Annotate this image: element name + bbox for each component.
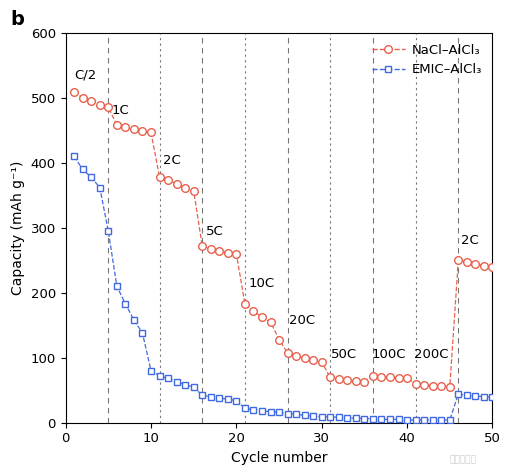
Text: 200C: 200C <box>414 348 449 361</box>
X-axis label: Cycle number: Cycle number <box>231 451 327 465</box>
Text: 5C: 5C <box>206 225 223 238</box>
Legend: NaCl–AlCl₃, EMIC–AlCl₃: NaCl–AlCl₃, EMIC–AlCl₃ <box>368 40 486 80</box>
Y-axis label: Capacity (mAh g⁻¹): Capacity (mAh g⁻¹) <box>11 161 25 295</box>
Text: 50C: 50C <box>331 348 357 361</box>
Text: 100C: 100C <box>371 348 406 361</box>
Text: 2C: 2C <box>461 234 479 248</box>
Text: 20C: 20C <box>289 314 315 327</box>
Text: C/2: C/2 <box>74 69 96 82</box>
Text: b: b <box>10 10 24 29</box>
Text: 智能车参考: 智能车参考 <box>450 455 476 464</box>
Text: 2C: 2C <box>163 155 181 168</box>
Text: 1C: 1C <box>112 105 130 118</box>
Text: 10C: 10C <box>248 277 274 289</box>
